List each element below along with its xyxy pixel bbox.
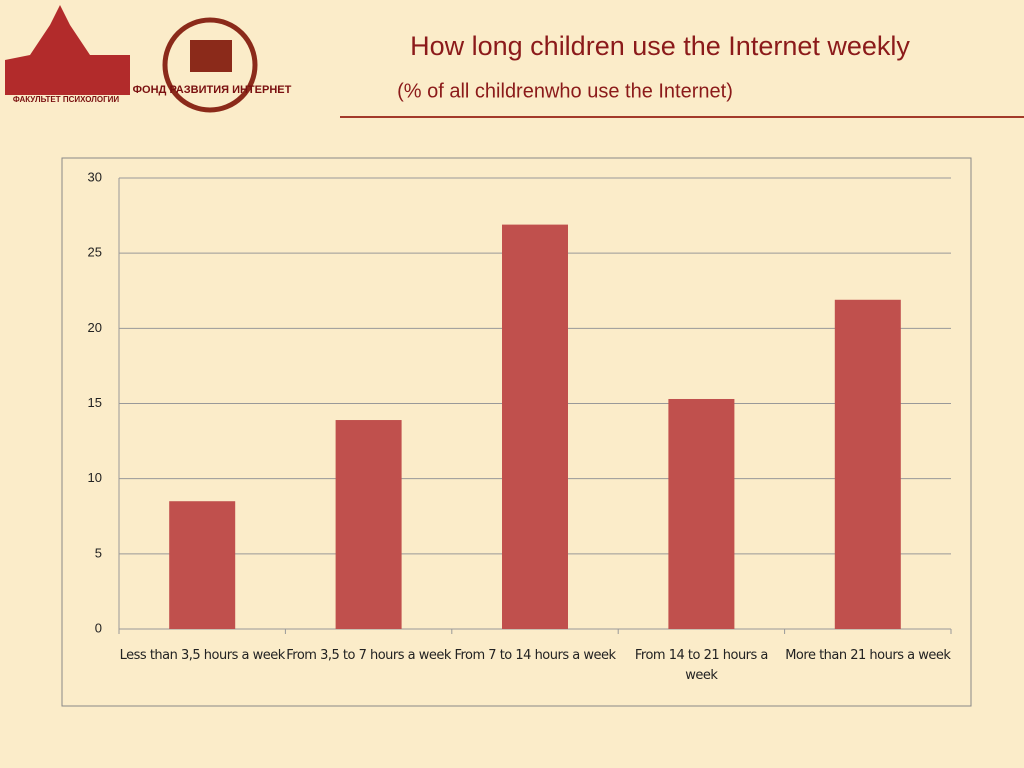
y-tick-label: 0 (95, 620, 102, 635)
logo-fund: ФОНД РАЗВИТИЯ ИНТЕРНЕТ (133, 17, 292, 113)
chart-subtitle: (% of all childrenwho use the Internet) (397, 80, 733, 102)
logo-text: ФОНД РАЗВИТИЯ ИНТЕРНЕТ (133, 84, 292, 96)
bar (502, 224, 568, 629)
logo-faculty: ФАКУЛЬТЕТ ПСИХОЛОГИИ (5, 5, 130, 104)
bar (169, 501, 236, 629)
y-tick-label: 20 (88, 320, 102, 335)
bar (834, 299, 901, 629)
x-tick-label: From 7 to 14 hours a week (454, 648, 616, 663)
x-tick-label: From 3,5 to 7 hours a week (286, 648, 451, 663)
y-tick-label: 25 (88, 245, 102, 260)
x-tick-label: From 14 to 21 hours a week (634, 648, 769, 683)
bar (335, 420, 402, 629)
x-tick-label: More than 21 hours a week (785, 648, 951, 663)
chart-title: How long children use the Internet weekl… (410, 31, 910, 61)
bar (668, 398, 735, 629)
x-tick-label: Less than 3,5 hours a week (119, 648, 286, 663)
y-tick-label: 5 (95, 545, 102, 560)
chart-frame (61, 157, 972, 707)
y-tick-label: 15 (88, 395, 102, 410)
y-tick-label: 30 (88, 169, 102, 184)
y-tick-label: 10 (88, 470, 102, 485)
logo-text: ФАКУЛЬТЕТ ПСИХОЛОГИИ (13, 95, 120, 104)
